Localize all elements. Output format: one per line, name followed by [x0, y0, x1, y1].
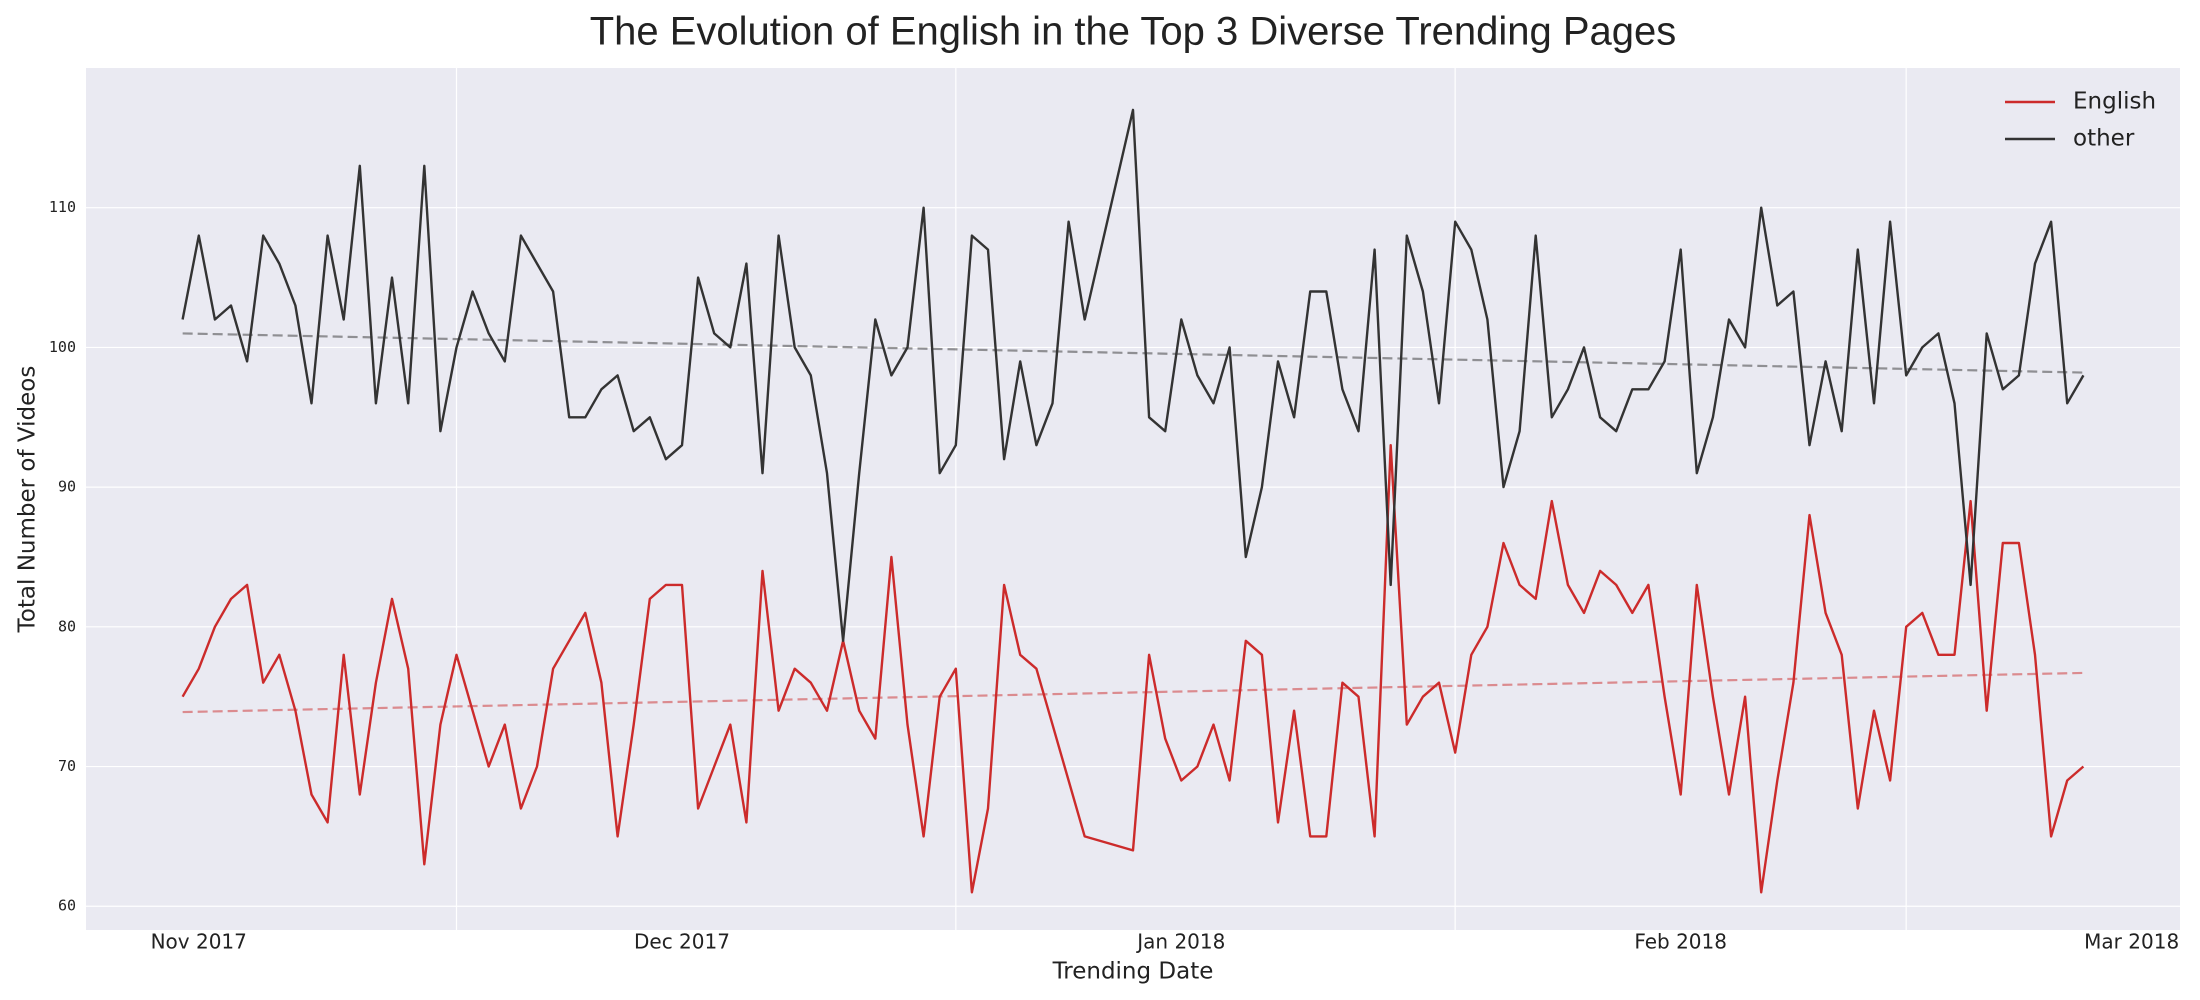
- plot-area: [86, 68, 2180, 930]
- x-tick-label: Feb 2018: [1634, 930, 1727, 954]
- y-axis-label: Total Number of Videos: [15, 366, 41, 634]
- legend-label: English: [2073, 89, 2156, 115]
- x-tick-label: Jan 2018: [1135, 930, 1225, 954]
- y-tick-label: 100: [49, 338, 76, 356]
- y-tick-label: 70: [58, 757, 76, 775]
- data-line: [181, 444, 2085, 894]
- y-tick-label: 80: [58, 617, 76, 635]
- x-tick-label: Mar 2018: [2084, 930, 2179, 954]
- x-tick-label: Dec 2017: [634, 930, 730, 954]
- x-axis-label: Trending Date: [1052, 959, 1214, 985]
- chart-title: The Evolution of English in the Top 3 Di…: [590, 10, 1677, 54]
- y-tick-label: 60: [58, 897, 76, 915]
- x-tick-label: Nov 2017: [151, 930, 247, 954]
- legend-label: other: [2073, 126, 2135, 152]
- data-line: [181, 108, 2085, 642]
- trend-line: [182, 332, 2084, 374]
- y-tick-label: 90: [58, 478, 76, 496]
- trend-line: [182, 671, 2084, 714]
- y-tick-label: 110: [49, 198, 76, 216]
